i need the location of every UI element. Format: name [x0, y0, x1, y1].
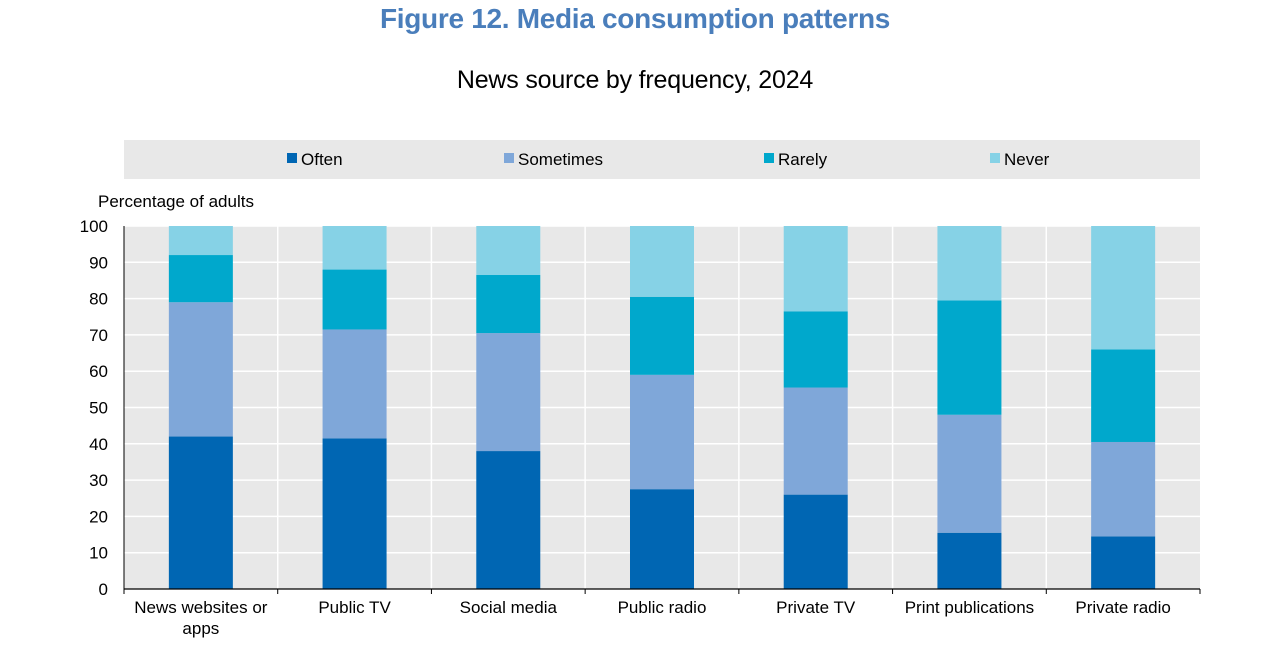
chart-subtitle: News source by frequency, 2024: [456, 66, 814, 94]
bar-often: [937, 532, 1002, 589]
legend-swatch-often: [287, 153, 297, 163]
x-tick-labels: News websites or apps Public TV Social medi…: [134, 598, 1171, 638]
y-tick-label: 70: [89, 326, 108, 345]
bar-never: [168, 226, 233, 256]
y-tick-label: 30: [89, 471, 108, 490]
bar-sometimes: [476, 333, 541, 452]
y-tick-label: 90: [89, 253, 108, 272]
bar-often: [630, 489, 694, 589]
x-tick-label: Private radio: [1075, 598, 1170, 617]
x-tick-label: News websites or apps: [134, 598, 268, 638]
bar-sometimes: [322, 329, 387, 439]
legend-label-sometimes: Sometimes: [518, 150, 603, 169]
bar-never: [630, 226, 694, 297]
bars: [168, 226, 1156, 589]
bar-never: [1091, 226, 1156, 350]
bar-rarely: [783, 311, 848, 388]
bar-rarely: [168, 255, 233, 303]
bar-sometimes: [1091, 441, 1156, 537]
bar-rarely: [476, 275, 541, 334]
x-tick-label: Social media: [460, 598, 558, 617]
bar-never: [476, 226, 541, 276]
y-tick-label: 80: [89, 290, 108, 309]
y-tick-label: 40: [89, 435, 108, 454]
y-tick-labels: 0 10 20 30 40 50 60 70 80 90 100: [80, 217, 108, 599]
bar-sometimes: [168, 302, 233, 437]
bar-often: [322, 438, 387, 589]
axes: [123, 226, 1201, 594]
y-tick-label: 10: [89, 544, 108, 563]
y-tick-label: 50: [89, 399, 108, 418]
legend-swatch-never: [990, 153, 1000, 163]
figure-title: Figure 12. Media consumption patterns: [379, 3, 891, 34]
x-tick-label: Public TV: [318, 598, 391, 617]
bar-sometimes: [783, 387, 848, 495]
bar-never: [322, 226, 387, 270]
y-tick-label: 0: [99, 580, 108, 599]
bar-often: [168, 436, 233, 589]
legend-background: [124, 140, 1200, 179]
bar-often: [476, 451, 541, 589]
legend-label-never: Never: [1004, 150, 1050, 169]
x-tick-label: Private TV: [776, 598, 856, 617]
legend-swatch-rarely: [764, 153, 774, 163]
bar-rarely: [937, 300, 1002, 415]
x-tick-label: Public radio: [618, 598, 707, 617]
bar-never: [937, 226, 1002, 301]
bar-rarely: [1091, 349, 1156, 442]
y-tick-label: 20: [89, 507, 108, 526]
legend-swatch-sometimes: [504, 153, 514, 163]
legend-label-rarely: Rarely: [778, 150, 828, 169]
legend-label-often: Often: [301, 150, 343, 169]
x-tick-label: Print publications: [905, 598, 1034, 617]
bar-sometimes: [630, 374, 694, 490]
bar-often: [1091, 536, 1156, 589]
legend: Often Sometimes Rarely Never: [287, 150, 1050, 169]
bar-rarely: [630, 296, 694, 375]
bar-sometimes: [937, 414, 1002, 533]
y-tick-label: 60: [89, 362, 108, 381]
y-tick-label: 100: [80, 217, 108, 236]
bar-often: [783, 494, 848, 589]
bar-never: [783, 226, 848, 312]
y-axis-label: Percentage of adults: [98, 192, 254, 211]
bar-rarely: [322, 269, 387, 330]
